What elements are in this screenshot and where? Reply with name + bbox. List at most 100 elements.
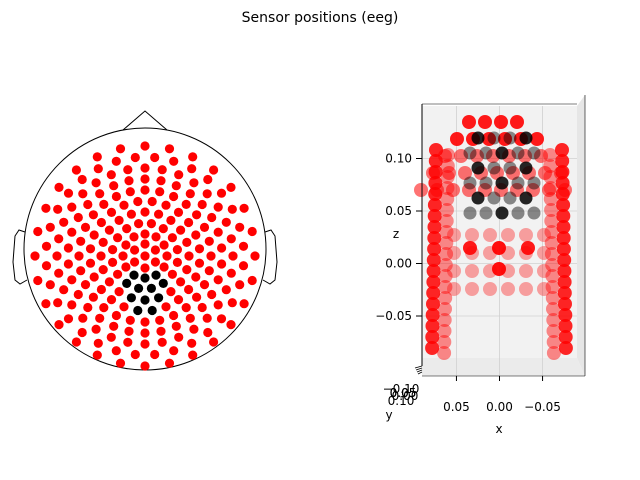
sensor-3d bbox=[544, 203, 559, 217]
sensor-3d bbox=[439, 247, 454, 261]
sensor bbox=[67, 202, 77, 212]
sensor-selected bbox=[146, 283, 156, 293]
sensor bbox=[176, 277, 186, 287]
sensor bbox=[162, 251, 172, 261]
sensor bbox=[159, 262, 169, 272]
sensor-3d bbox=[427, 209, 442, 223]
sensor bbox=[106, 207, 117, 217]
sensor bbox=[78, 189, 88, 199]
sensor bbox=[166, 287, 176, 297]
sensor bbox=[204, 236, 214, 246]
sensor-3d bbox=[521, 241, 535, 255]
sensor bbox=[176, 225, 186, 235]
sensor bbox=[96, 251, 106, 261]
sensor-3d-selected bbox=[495, 176, 509, 190]
sensor-3d bbox=[544, 236, 559, 250]
sensor bbox=[156, 176, 166, 186]
sensor bbox=[209, 337, 219, 347]
sensor bbox=[123, 165, 133, 175]
x-tick-label: 0.05 bbox=[443, 400, 470, 414]
sensor bbox=[59, 285, 69, 295]
sensor bbox=[239, 299, 249, 309]
sensor bbox=[209, 165, 219, 175]
sensor bbox=[235, 222, 245, 232]
sensor-3d bbox=[463, 241, 477, 255]
sensor bbox=[41, 241, 52, 251]
sensor-3d-selected bbox=[479, 176, 493, 190]
sensor-3d bbox=[426, 264, 441, 278]
sensor bbox=[33, 275, 43, 286]
sensor-3d bbox=[438, 291, 453, 305]
sensor-3d bbox=[447, 228, 461, 242]
sensor bbox=[77, 327, 87, 338]
sensor bbox=[192, 210, 202, 220]
sensor bbox=[226, 268, 236, 278]
sensor bbox=[83, 199, 93, 210]
z-axis-label: z bbox=[393, 227, 399, 241]
sensor-3d bbox=[556, 242, 571, 256]
sensor bbox=[74, 251, 84, 261]
sensor-selected bbox=[122, 278, 132, 288]
sensor-3d-selected bbox=[487, 161, 501, 175]
x-tick-label: 0.00 bbox=[486, 400, 513, 414]
sensor bbox=[140, 251, 150, 261]
sensor bbox=[85, 244, 96, 254]
sensor-3d bbox=[438, 149, 452, 163]
sensor bbox=[174, 170, 184, 180]
sensor-3d bbox=[544, 225, 559, 239]
sensor-3d bbox=[546, 335, 561, 349]
sensor bbox=[188, 350, 198, 360]
sensor bbox=[111, 346, 121, 356]
z-tick-label: −0.05 bbox=[375, 309, 412, 323]
sensor-3d bbox=[558, 183, 572, 197]
sensor bbox=[126, 209, 136, 219]
sensor bbox=[199, 222, 210, 232]
sensor-3d-selected bbox=[479, 206, 493, 220]
right-ear-outline bbox=[262, 229, 278, 285]
sensor bbox=[85, 258, 96, 268]
y-axis-label: y bbox=[385, 408, 392, 422]
sensor-3d bbox=[534, 149, 548, 163]
sensor-3d bbox=[427, 198, 442, 212]
sensor bbox=[140, 229, 150, 239]
sensor-3d bbox=[470, 149, 484, 163]
sensor bbox=[238, 241, 249, 251]
sensor bbox=[89, 230, 99, 240]
sensor-3d bbox=[545, 258, 560, 272]
sensor bbox=[217, 243, 227, 253]
sensor-3d bbox=[426, 286, 441, 300]
sensor-3d bbox=[555, 154, 570, 168]
sensor bbox=[124, 326, 134, 336]
sensor-3d bbox=[537, 282, 551, 296]
sensor bbox=[182, 265, 192, 275]
sensor-3d bbox=[447, 264, 461, 278]
sensor bbox=[140, 185, 150, 195]
sensor bbox=[202, 189, 212, 199]
sensor bbox=[226, 182, 236, 192]
sensor bbox=[226, 320, 236, 330]
sensor bbox=[150, 152, 160, 163]
sensor bbox=[204, 266, 214, 276]
sensor-3d bbox=[558, 319, 573, 333]
sensor bbox=[53, 298, 63, 308]
sensor bbox=[108, 257, 118, 267]
sensor-3d bbox=[492, 262, 506, 276]
left-ear-outline bbox=[12, 229, 28, 285]
sensor bbox=[146, 219, 156, 229]
sensor-selected bbox=[133, 305, 143, 316]
sensor-3d bbox=[425, 308, 440, 322]
sensor-3d bbox=[546, 313, 561, 327]
sensor-3d bbox=[439, 225, 454, 239]
sensor-3d-selected bbox=[495, 206, 509, 220]
sensor bbox=[140, 141, 150, 151]
sensor bbox=[133, 196, 143, 207]
sensor-3d-selected bbox=[511, 176, 525, 190]
sensor bbox=[184, 251, 194, 261]
sensor bbox=[147, 196, 157, 207]
y-tick-mark bbox=[417, 371, 423, 375]
sensor-selected bbox=[154, 293, 164, 303]
sensor-3d bbox=[482, 132, 496, 146]
sensor bbox=[121, 262, 131, 272]
sensor-3d bbox=[462, 183, 476, 197]
sensor-3d bbox=[557, 253, 572, 267]
